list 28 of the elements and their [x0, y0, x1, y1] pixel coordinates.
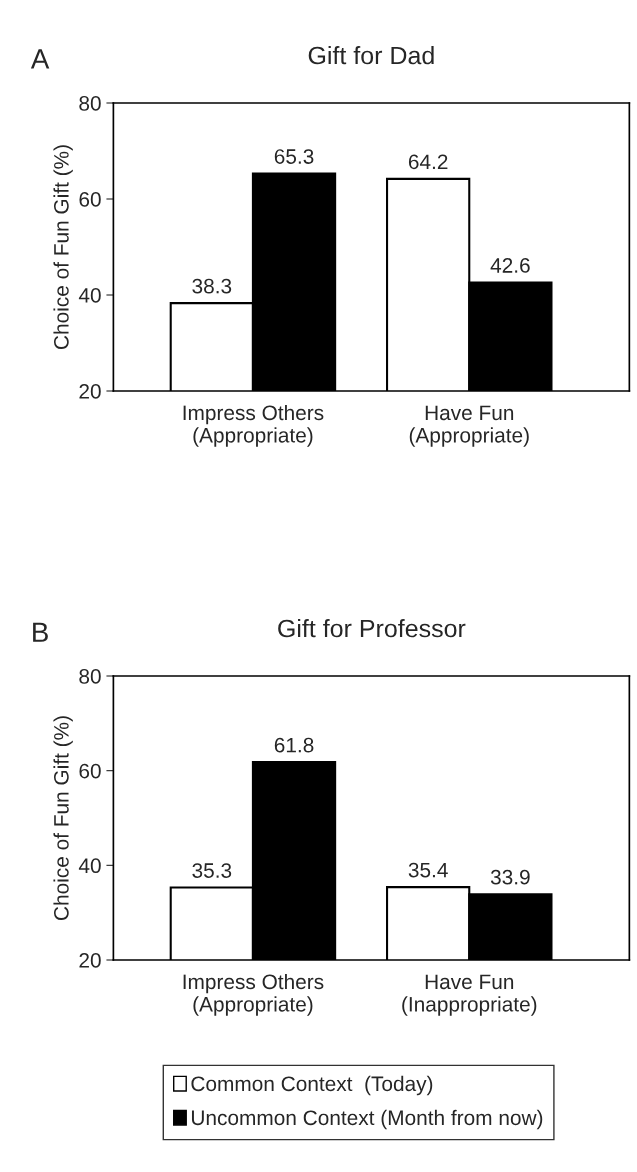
- x-tick-label: Impress Others (Appropriate): [183, 973, 324, 1016]
- data-label: 61.8: [274, 737, 314, 753]
- y-tick-label: 40: [78, 858, 101, 874]
- chart-title: Gift for Professor: [278, 618, 466, 638]
- y-axis-title: Choice of Fun Gift (%): [53, 716, 73, 920]
- y-tick-label: 20: [79, 384, 101, 399]
- y-tick-label: 60: [79, 192, 101, 207]
- data-label: 42.6: [490, 258, 530, 273]
- y-axis-title: Choice of Fun Gift (%): [53, 145, 73, 349]
- x-tick-label: Have Fun (Inappropriate): [402, 974, 537, 1016]
- legend-label: Uncommon Context (Month from now): [191, 1109, 543, 1130]
- y-tick-label: 20: [79, 953, 101, 968]
- x-tick-label: Impress Others (Appropriate): [183, 404, 324, 447]
- y-tick-label: 60: [79, 763, 101, 779]
- data-label: 65.3: [274, 149, 314, 164]
- y-tick-label: 40: [78, 288, 101, 303]
- data-label: 35.3: [192, 863, 232, 878]
- data-label: 33.9: [490, 869, 530, 885]
- data-label: 38.3: [192, 278, 232, 294]
- data-label: 35.4: [408, 862, 448, 878]
- x-tick-label: Have Fun (Appropriate): [409, 405, 529, 447]
- y-tick-label: 80: [79, 96, 101, 111]
- chart-title: Gift for Dad: [308, 45, 434, 65]
- data-label: 64.2: [408, 154, 448, 170]
- y-tick-label: 80: [79, 669, 101, 684]
- legend-label: Common Context (Today): [191, 1075, 433, 1096]
- text: A: [30, 49, 50, 69]
- text: B: [33, 622, 48, 642]
